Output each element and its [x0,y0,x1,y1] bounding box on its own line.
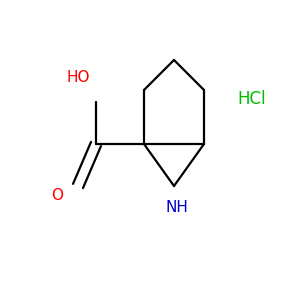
Text: O: O [51,188,63,202]
Text: HCl: HCl [238,90,266,108]
Text: NH: NH [166,200,188,214]
Text: HO: HO [66,70,90,86]
